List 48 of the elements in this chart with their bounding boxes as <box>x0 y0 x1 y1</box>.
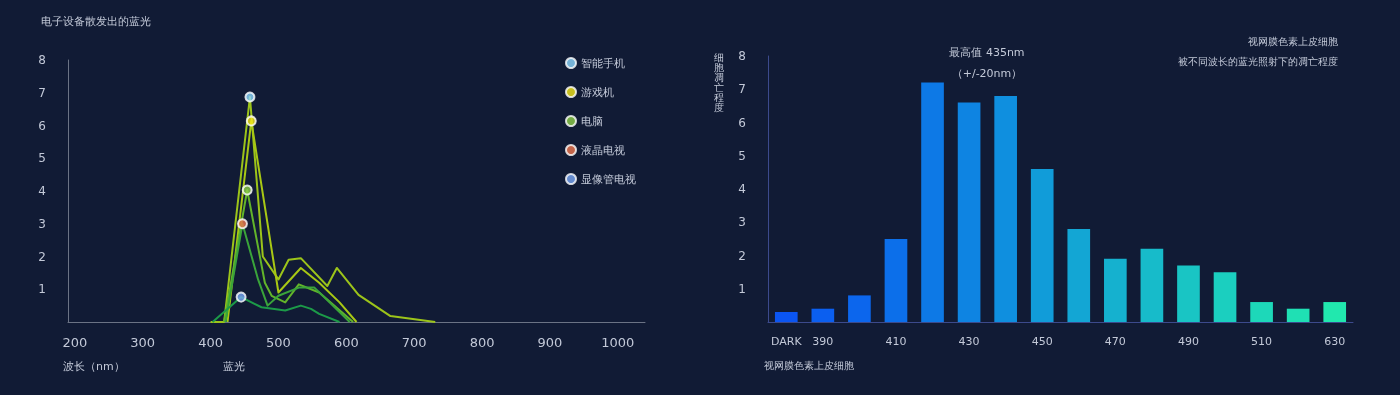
y-tick-label: 4 <box>38 184 46 198</box>
y-axis-title: 细胞凋亡程度 <box>714 51 724 113</box>
y-tick-label: 3 <box>38 216 46 231</box>
x-tick-label: 510 <box>1251 335 1273 348</box>
x-tick-label: 900 <box>537 335 563 350</box>
y-tick-label: 1 <box>738 281 746 296</box>
x-tick-label: DARK <box>770 335 803 348</box>
chart-subtitle: 被不同波长的蓝光照射下的凋亡程度 <box>1178 55 1338 67</box>
x-tick-label: 1000 <box>601 335 635 350</box>
chart-title: 电子设备散发出的蓝光 <box>41 15 151 28</box>
x-tick-label: 400 <box>198 335 223 350</box>
x-tick-label: 410 <box>885 335 907 348</box>
y-tick-label: 2 <box>38 249 46 264</box>
y-tick-label: 8 <box>38 53 46 67</box>
legend-label: 游戏机 <box>581 85 614 99</box>
x-tick-label: 450 <box>1031 335 1053 348</box>
x-tick-label: 430 <box>958 335 980 348</box>
x-tick-label: 800 <box>469 335 495 350</box>
y-tick-label: 6 <box>738 115 746 130</box>
y-tick-label: 8 <box>738 49 746 63</box>
x-tick-label: 600 <box>333 335 359 350</box>
y-tick-label: 5 <box>38 151 46 166</box>
x-tick-label: 500 <box>266 335 291 350</box>
y-tick-label: 7 <box>38 85 46 100</box>
legend-label: 智能手机 <box>581 56 625 70</box>
y-tick-label: 4 <box>738 182 746 196</box>
x-tick-label: 470 <box>1104 335 1126 348</box>
legend-label: 液晶电视 <box>581 143 625 157</box>
annotation: （+/-20nm） <box>951 67 1023 80</box>
y-tick-label: 2 <box>738 248 746 263</box>
legend-label: 电脑 <box>581 114 603 128</box>
annotation: 最高值 435nm <box>949 46 1025 59</box>
y-tick-label: 6 <box>38 118 46 133</box>
x-tick-label: 390 <box>812 335 834 348</box>
y-tick-label: 1 <box>38 282 46 297</box>
y-tick-label: 7 <box>738 82 746 97</box>
chart-title: 视网膜色素上皮细胞 <box>1248 35 1338 47</box>
x-tick-label: 490 <box>1177 335 1199 348</box>
x-tick-label: 200 <box>62 335 88 350</box>
text: 蓝光 <box>223 360 245 373</box>
x-axis-title: 视网膜色素上皮细胞 <box>764 359 854 371</box>
legend-label: 显像管电视 <box>581 172 636 186</box>
y-tick-label: 5 <box>738 148 746 163</box>
x-tick-label: 630 <box>1324 335 1346 348</box>
x-axis-title: 波长（nm） <box>63 360 125 373</box>
x-tick-label: 700 <box>401 335 427 350</box>
x-tick-label: 300 <box>130 335 156 350</box>
y-tick-label: 3 <box>738 215 746 230</box>
